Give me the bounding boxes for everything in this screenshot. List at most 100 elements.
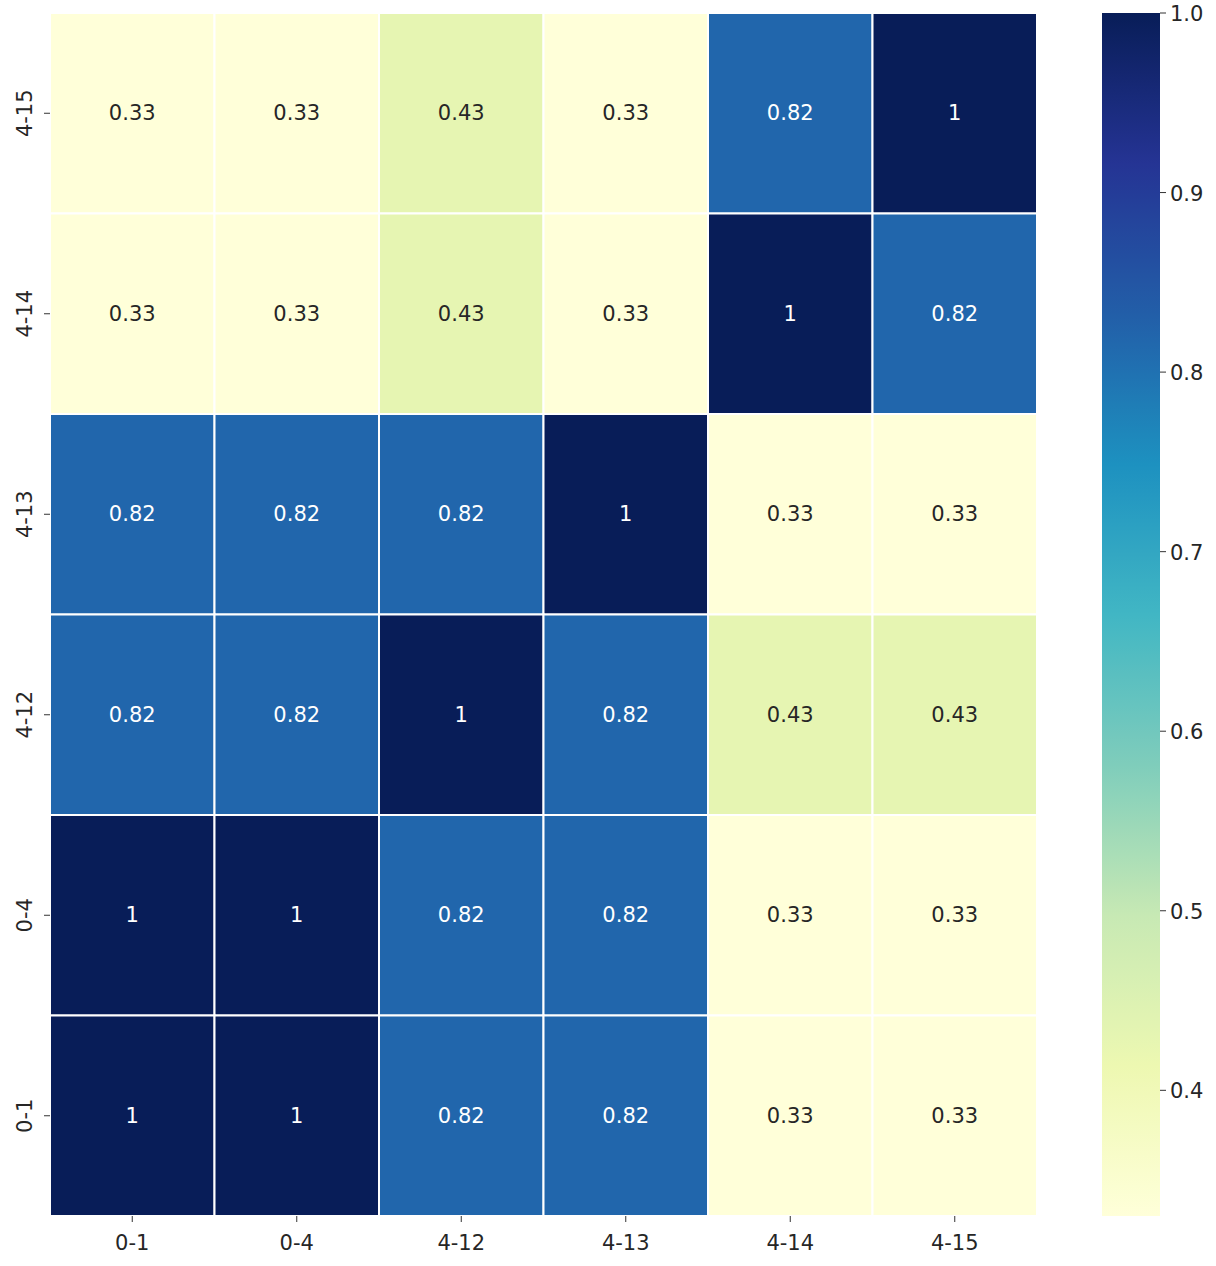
colorbar-tick-label: 0.6: [1170, 720, 1203, 744]
cell-label: 0.43: [767, 703, 814, 727]
cell: [544, 214, 709, 415]
y-tick-label: 0-1: [13, 1099, 37, 1133]
cell: [708, 214, 873, 415]
x-tick-label: 4-12: [437, 1231, 485, 1255]
cell: [873, 214, 1038, 415]
colorbar-tick-label: 0.5: [1170, 900, 1203, 924]
cell-label: 0.43: [438, 101, 485, 125]
cell-label: 0.82: [273, 502, 320, 526]
cell-label: 0.33: [273, 101, 320, 125]
cell: [50, 414, 215, 615]
cell-label: 0.33: [602, 101, 649, 125]
cell: [873, 815, 1038, 1016]
cell: [708, 615, 873, 816]
cell: [708, 815, 873, 1016]
cell: [544, 615, 709, 816]
x-tick: [132, 1216, 133, 1222]
cell: [873, 615, 1038, 816]
colorbar-tick-label: 0.9: [1170, 182, 1203, 206]
cell: [544, 13, 709, 214]
cell: [215, 1016, 380, 1217]
x-tick-label: 4-15: [931, 1231, 979, 1255]
cell-label: 0.43: [438, 302, 485, 326]
colorbar-tick: [1160, 910, 1166, 911]
cell: [215, 13, 380, 214]
x-tick: [625, 1216, 626, 1222]
cell-label: 0.82: [438, 903, 485, 927]
y-tick: [44, 1115, 50, 1116]
x-tick-label: 0-4: [280, 1231, 314, 1255]
cell: [873, 1016, 1038, 1217]
colorbar-tick: [1160, 372, 1166, 373]
cell: [215, 414, 380, 615]
cell-label: 0.82: [438, 1104, 485, 1128]
cell-label: 0.82: [767, 101, 814, 125]
cell-label: 1: [455, 703, 468, 727]
cell-label: 0.33: [767, 903, 814, 927]
chart-root: 0.33 0.33 0.43 0.33 0.82 1 0.33 0.33 0.43 0.33 1 0.…: [0, 0, 1216, 1266]
y-tick-label: 0-4: [13, 898, 37, 932]
cell-label: 1: [126, 1104, 139, 1128]
cells: [50, 13, 1037, 1216]
colorbar-tick-label: 1.0: [1170, 2, 1203, 26]
cell: [544, 1016, 709, 1217]
cell: [708, 414, 873, 615]
cell-label: 0.82: [109, 703, 156, 727]
cell-label: 1: [290, 903, 303, 927]
cell-label: 1: [126, 903, 139, 927]
cell: [708, 13, 873, 214]
cell: [379, 615, 544, 816]
cell-label: 1: [948, 101, 961, 125]
cell-label: 1: [619, 502, 632, 526]
colorbar-tick: [1160, 13, 1166, 14]
colorbar-tick-label: 0.7: [1170, 541, 1203, 565]
x-tick: [296, 1216, 297, 1222]
cell-label: 0.33: [602, 302, 649, 326]
cell: [544, 414, 709, 615]
cell: [215, 615, 380, 816]
colorbar-tick: [1160, 731, 1166, 732]
cell: [379, 1016, 544, 1217]
cell: [215, 214, 380, 415]
x-tick-label: 4-13: [602, 1231, 650, 1255]
cell-label: 0.33: [109, 302, 156, 326]
colorbar-tick: [1160, 192, 1166, 193]
cell-label: 0.33: [767, 1104, 814, 1128]
y-tick-label: 4-14: [13, 290, 37, 338]
cell-label: 0.82: [602, 703, 649, 727]
cell-label: 1: [290, 1104, 303, 1128]
y-tick: [44, 514, 50, 515]
x-tick-label: 4-14: [766, 1231, 814, 1255]
cell-label: 0.82: [602, 1104, 649, 1128]
y-tick: [44, 313, 50, 314]
cell: [873, 414, 1038, 615]
cell-label: 0.82: [931, 302, 978, 326]
cell-label: 0.33: [767, 502, 814, 526]
cell: [379, 214, 544, 415]
colorbar-tick: [1160, 551, 1166, 552]
cell: [50, 1016, 215, 1217]
cell: [379, 815, 544, 1016]
y-tick: [44, 714, 50, 715]
cell: [873, 13, 1038, 214]
cell-label: 0.82: [438, 502, 485, 526]
cell: [215, 815, 380, 1016]
cell-label: 0.33: [931, 903, 978, 927]
y-tick: [44, 113, 50, 114]
cell: [50, 615, 215, 816]
cell: [379, 414, 544, 615]
x-tick-label: 0-1: [115, 1231, 149, 1255]
x-tick: [790, 1216, 791, 1222]
y-tick: [44, 915, 50, 916]
cell: [544, 815, 709, 1016]
cell-label: 0.43: [931, 703, 978, 727]
chart: 0.33 0.33 0.43 0.33 0.82 1 0.33 0.33 0.43 0.33 1 0.…: [0, 0, 1216, 1266]
cell: [708, 1016, 873, 1217]
cell: [50, 815, 215, 1016]
colorbar-tick-label: 0.4: [1170, 1079, 1203, 1103]
cell-label: 1: [784, 302, 797, 326]
x-tick: [954, 1216, 955, 1222]
cell-label: 0.33: [109, 101, 156, 125]
cell-label: 0.33: [273, 302, 320, 326]
x-tick: [461, 1216, 462, 1222]
